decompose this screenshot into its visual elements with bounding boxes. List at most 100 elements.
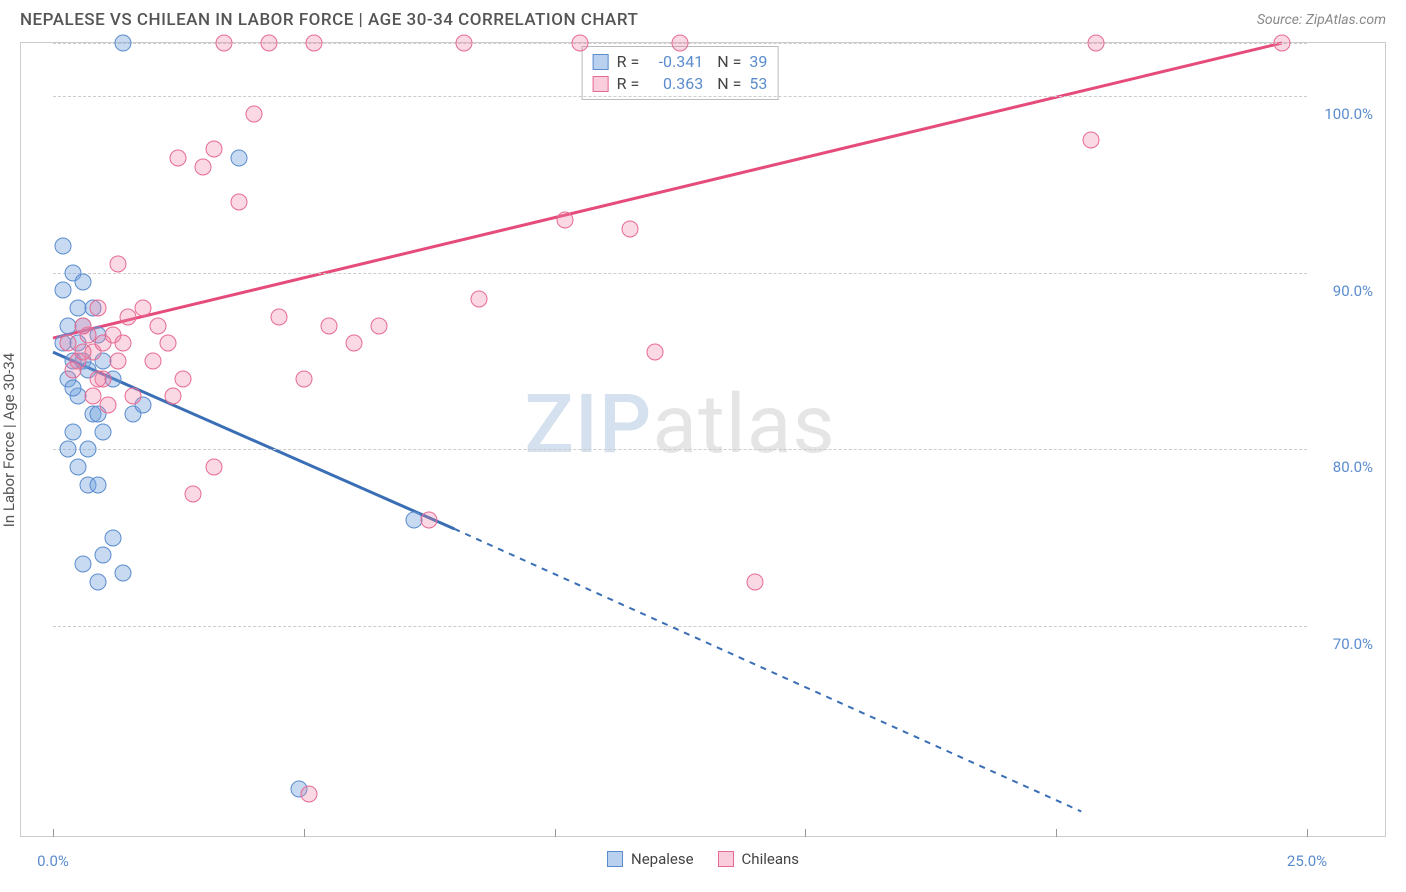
series-legend: Nepalese Chileans [607,850,799,868]
n-label: N = [717,73,741,95]
scatter-point [215,35,232,52]
scatter-point [205,459,222,476]
r-value: -0.341 [647,51,703,73]
scatter-point [110,353,127,370]
scatter-point [90,476,107,493]
scatter-point [120,308,137,325]
scatter-point [65,423,82,440]
correlation-row: R = 0.363 N = 53 [593,73,768,95]
x-tick [53,829,54,837]
scatter-point [150,317,167,334]
scatter-point [471,291,488,308]
scatter-point [345,335,362,352]
scatter-point [135,300,152,317]
scatter-point [75,344,92,361]
plot-area: ZIPatlas R =-0.341N =39R =0.363N =53 [53,43,1307,838]
scatter-point [571,35,588,52]
legend-label: Chileans [742,850,799,868]
r-value: 0.363 [647,73,703,95]
x-tick [805,829,806,837]
scatter-point [421,512,438,529]
scatter-point [125,388,142,405]
y-tick-label: 100.0% [1324,105,1373,123]
legend-swatch [718,851,734,867]
scatter-point [556,211,573,228]
scatter-point [195,158,212,175]
scatter-point [245,105,262,122]
y-axis-label: In Labor Force | Age 30-34 [0,352,18,526]
legend-swatch [607,851,623,867]
gridline [53,626,1307,627]
gridline [53,273,1307,274]
legend-item: Chileans [718,850,799,868]
y-tick-label: 90.0% [1333,282,1373,300]
scatter-point [621,220,638,237]
scatter-point [55,238,72,255]
scatter-point [115,565,132,582]
n-value: 39 [749,51,767,73]
r-label: R = [617,73,640,95]
scatter-point [105,529,122,546]
legend-item: Nepalese [607,850,694,868]
scatter-point [170,149,187,166]
scatter-point [75,556,92,573]
scatter-point [371,317,388,334]
n-value: 53 [749,73,767,95]
scatter-point [145,353,162,370]
scatter-point [100,397,117,414]
scatter-point [90,573,107,590]
scatter-point [230,149,247,166]
scatter-point [456,35,473,52]
scatter-point [115,335,132,352]
scatter-point [747,573,764,590]
scatter-point [295,370,312,387]
scatter-point [1083,132,1100,149]
x-tick [1056,829,1057,837]
scatter-point [90,300,107,317]
gridline [53,449,1307,450]
scatter-point [1273,35,1290,52]
scatter-point [75,273,92,290]
scatter-point [110,255,127,272]
x-tick [304,829,305,837]
scatter-point [75,317,92,334]
scatter-point [300,785,317,802]
scatter-point [260,35,277,52]
scatter-point [60,441,77,458]
n-label: N = [717,51,741,73]
legend-swatch [593,76,609,92]
scatter-point [320,317,337,334]
scatter-point [95,423,112,440]
scatter-point [672,35,689,52]
x-tick-label: 25.0% [1287,852,1327,870]
scatter-point [205,141,222,158]
scatter-point [115,35,132,52]
scatter-point [95,547,112,564]
legend-swatch [593,54,609,70]
scatter-point [230,194,247,211]
scatter-point [646,344,663,361]
correlation-row: R = -0.341 N = 39 [593,51,768,73]
source-attribution: Source: ZipAtlas.com [1257,12,1386,28]
scatter-point [55,282,72,299]
scatter-point [65,379,82,396]
scatter-point [90,370,107,387]
r-label: R = [617,51,640,73]
scatter-point [80,441,97,458]
scatter-point [160,335,177,352]
chart-container: In Labor Force | Age 30-34 ZIPatlas R =-… [20,42,1386,837]
chart-title: NEPALESE VS CHILEAN IN LABOR FORCE | AGE… [20,10,638,30]
x-tick [555,829,556,837]
y-tick-label: 70.0% [1333,635,1373,653]
scatter-point [305,35,322,52]
scatter-point [1088,35,1105,52]
gridline [53,96,1307,97]
legend-label: Nepalese [631,850,694,868]
scatter-point [270,308,287,325]
correlation-box: R = -0.341 N = 39 R = 0.363 N = 53 [582,46,779,100]
scatter-point [165,388,182,405]
x-tick-label: 0.0% [37,852,69,870]
scatter-point [175,370,192,387]
y-tick-label: 80.0% [1333,458,1373,476]
x-tick [1307,829,1308,837]
